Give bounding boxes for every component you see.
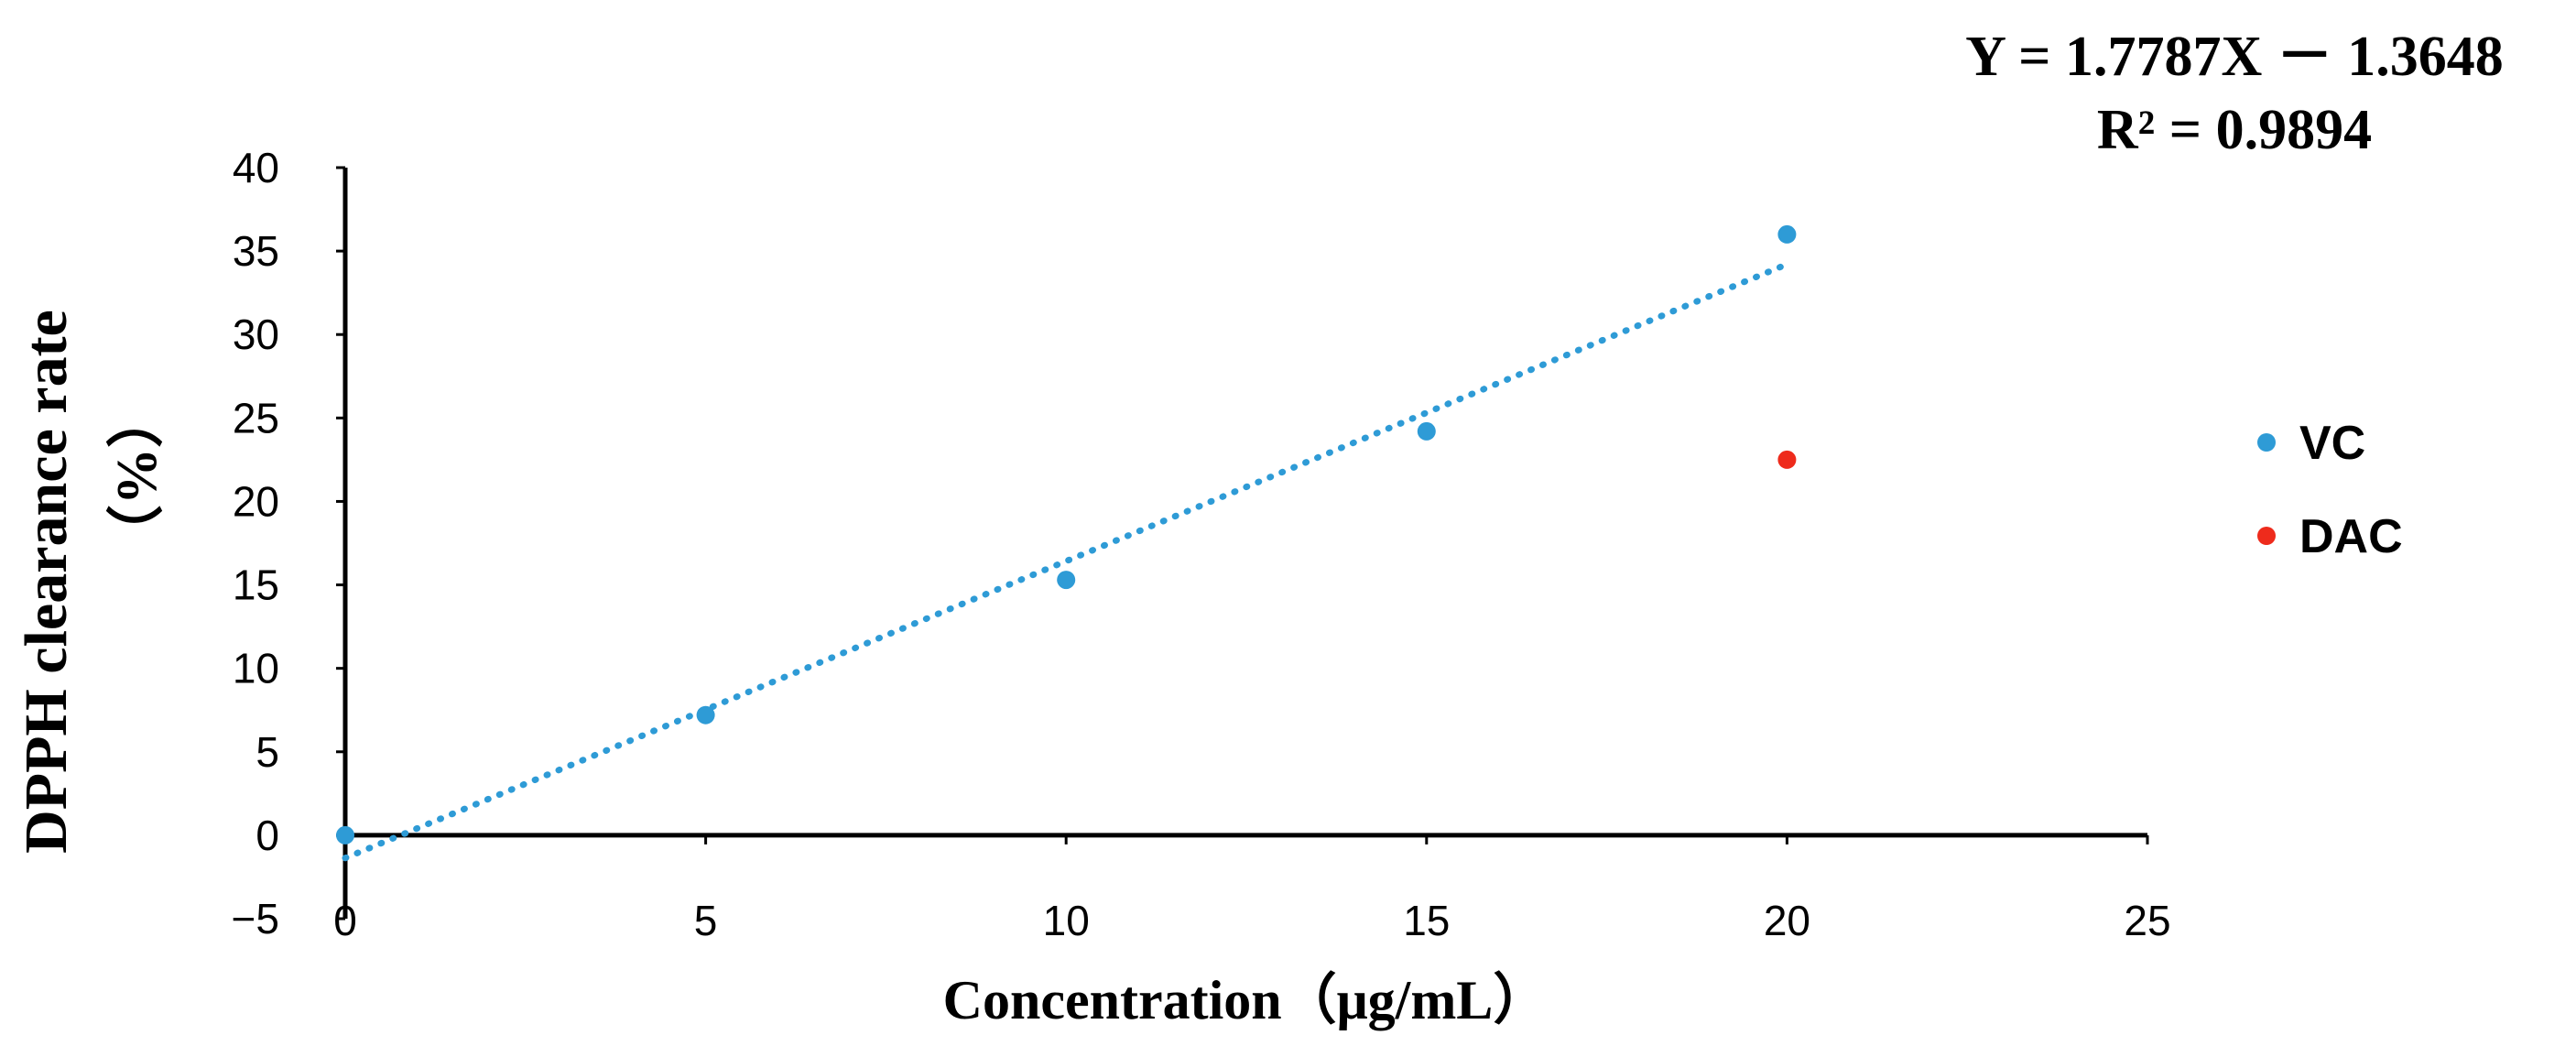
- vc-data-point: [336, 825, 354, 845]
- legend: VC DAC: [2257, 417, 2403, 563]
- dac-data-point: [1777, 450, 1797, 469]
- y-tick-label: 5: [255, 728, 279, 776]
- y-tick-label: 10: [233, 645, 279, 692]
- y-tick-label: −5: [232, 895, 279, 943]
- y-tick-label: 15: [233, 561, 279, 609]
- vc-data-point: [1777, 224, 1797, 244]
- x-tick-label: 5: [694, 897, 718, 944]
- y-axis-title: DPPH clearance rate: [13, 310, 80, 854]
- y-tick-label: 40: [233, 144, 279, 191]
- x-axis-title: Concentration（μg/mL）: [943, 969, 1549, 1030]
- y-tick-label: 25: [233, 394, 279, 441]
- vc-data-point: [1057, 571, 1076, 590]
- x-tick-label: 0: [333, 897, 357, 944]
- vc-data-point: [1417, 421, 1436, 441]
- vc-trendline: [342, 261, 1790, 862]
- y-tick-label: 30: [233, 311, 279, 358]
- x-tick-label: 20: [1764, 897, 1810, 944]
- x-tick-label: 10: [1043, 897, 1090, 944]
- y-tick-labels: −5 0 5 10 15 20 25 30 35 40: [232, 144, 345, 943]
- data-points: [336, 224, 1797, 845]
- legend-label-dac: DAC: [2299, 510, 2403, 563]
- x-tick-labels: 0 5 10 15 20 25: [333, 834, 2171, 944]
- x-tick-label: 15: [1403, 897, 1450, 944]
- trendline-r-squared: R² = 0.9894: [2097, 99, 2372, 161]
- legend-marker-dac: [2257, 527, 2276, 545]
- legend-label-vc: VC: [2299, 417, 2365, 470]
- y-tick-label: 0: [255, 812, 279, 859]
- y-tick-label: 20: [233, 477, 279, 525]
- legend-marker-vc: [2257, 433, 2276, 452]
- y-tick-label: 35: [233, 227, 279, 275]
- trendline-equation: Y = 1.7787X － 1.3648: [1965, 26, 2504, 88]
- x-tick-label: 25: [2124, 897, 2170, 944]
- y-axis-unit: （%）: [104, 391, 168, 561]
- vc-data-point: [696, 705, 715, 725]
